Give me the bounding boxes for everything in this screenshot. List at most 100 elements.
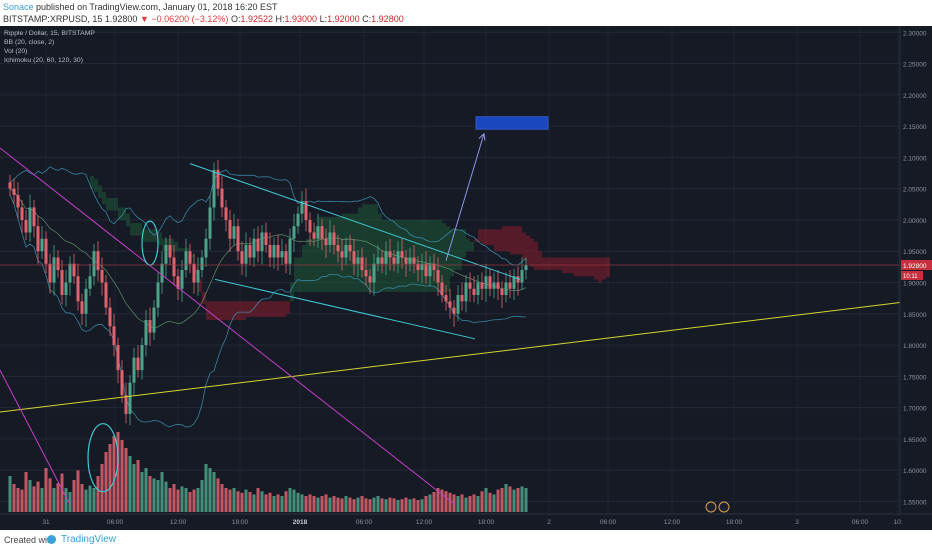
candle-body <box>72 263 76 277</box>
x-tick-label: 18:00 <box>726 519 743 526</box>
cloud-segment <box>502 226 506 252</box>
volume-bar <box>356 497 360 512</box>
candle-body <box>44 238 48 264</box>
volume-bar <box>192 489 196 512</box>
candle-body <box>220 188 224 208</box>
candle-body <box>136 357 140 371</box>
cloud-segment <box>542 257 546 270</box>
volume-bar <box>116 432 120 512</box>
volume-bar <box>436 488 440 512</box>
cloud-segment <box>94 179 98 192</box>
price-chart[interactable]: 2.30000 2.25000 2.20000 2.15000 2.10000 2.050… <box>0 26 932 530</box>
resistance-trendline <box>0 147 456 506</box>
candle-body <box>396 251 400 264</box>
bb-upper <box>9 166 527 266</box>
cloud-segment <box>274 301 278 317</box>
candle-body <box>484 276 488 289</box>
cloud-segment <box>194 266 198 274</box>
volume-bar <box>360 496 364 512</box>
volume-bar <box>136 460 140 512</box>
highlight-ellipse <box>141 220 159 266</box>
chart-area[interactable]: 2.30000 2.25000 2.20000 2.15000 2.10000 2.050… <box>0 26 932 530</box>
volume-bar <box>12 484 16 512</box>
cloud-segment <box>554 257 558 270</box>
volume-bar <box>288 488 292 512</box>
volume-bar <box>132 464 136 512</box>
cloud-segment <box>290 282 294 302</box>
open-label: O: <box>230 14 241 24</box>
candle-body <box>68 263 72 283</box>
cloud-segment <box>450 229 454 277</box>
candle-body <box>308 219 312 233</box>
volume-bar <box>284 491 288 512</box>
author-link[interactable]: Sonace <box>3 2 34 12</box>
volume-bar <box>332 496 336 512</box>
candle-body <box>520 270 524 283</box>
candle-body <box>392 257 396 264</box>
candle-body <box>476 282 480 296</box>
candle-body <box>384 251 388 264</box>
volume-bar <box>168 488 172 512</box>
legend-item: BB (20, close, 2) <box>4 39 54 46</box>
candle-body <box>104 282 108 308</box>
volume-bar <box>68 492 72 512</box>
volume-bar <box>224 488 228 512</box>
cloud-segment <box>586 257 590 277</box>
candle-body <box>36 226 40 252</box>
candle-body <box>472 288 476 296</box>
publish-line: Sonace published on TradingView.com, Jan… <box>3 2 278 12</box>
y-tick-label: 2.20000 <box>903 93 927 100</box>
candle-body <box>188 251 192 264</box>
x-tick-label: 06:00 <box>852 519 869 526</box>
volume-bar <box>104 452 108 512</box>
cloud-segment <box>134 223 138 236</box>
volume-bar <box>216 478 220 512</box>
volume-bar <box>212 472 216 512</box>
cloud-segment <box>330 216 334 292</box>
candle-body <box>348 244 352 252</box>
candle-body <box>12 188 16 195</box>
volume-bar <box>172 484 176 512</box>
candle-body <box>404 257 408 264</box>
volume-bar <box>524 488 528 512</box>
candle-body <box>304 201 308 220</box>
cloud-segment <box>342 213 346 292</box>
quote-line: BITSTAMP:XRPUSD, 15 1.92800 ▼ −0.06200 (… <box>3 14 404 24</box>
volume-bar <box>8 476 12 512</box>
cloud-segment <box>506 226 510 252</box>
cloud-segment <box>346 213 350 292</box>
channel-upper <box>189 163 521 280</box>
cloud-segment <box>218 301 222 321</box>
candle-body <box>144 320 148 346</box>
cloud-segment <box>338 216 342 292</box>
candle-body <box>452 307 456 314</box>
cloud-segment <box>590 257 594 277</box>
low-value: 1.92000 <box>327 14 360 24</box>
candle-body <box>92 251 96 277</box>
cloud-segment <box>186 248 190 252</box>
volume-bar <box>280 496 284 512</box>
candle-body <box>252 238 256 258</box>
cloud-segment <box>526 235 530 264</box>
legend-item: Vol (20) <box>4 48 27 55</box>
volume-bar <box>124 448 128 512</box>
volume-bar <box>480 491 484 512</box>
volume-bar <box>380 498 384 512</box>
candle-body <box>260 232 264 252</box>
volume-bar <box>108 444 112 512</box>
arrow-head-icon <box>478 133 486 141</box>
cloud-segment <box>414 219 418 292</box>
tradingview-brand[interactable]: TradingView <box>61 534 117 545</box>
legend-item: Ichimoku (20, 60, 120, 30) <box>4 57 83 64</box>
volume-bar <box>400 499 404 512</box>
candle-body <box>240 251 244 264</box>
candle-body <box>232 226 236 239</box>
candle-body <box>388 251 392 258</box>
candlesticks <box>8 159 528 426</box>
cloud-segment <box>370 204 374 292</box>
cloud-segment <box>410 219 414 292</box>
candle-body <box>276 244 280 258</box>
close-label: C: <box>362 14 372 24</box>
cloud-segment <box>178 248 182 252</box>
cloud-segment <box>238 301 242 321</box>
